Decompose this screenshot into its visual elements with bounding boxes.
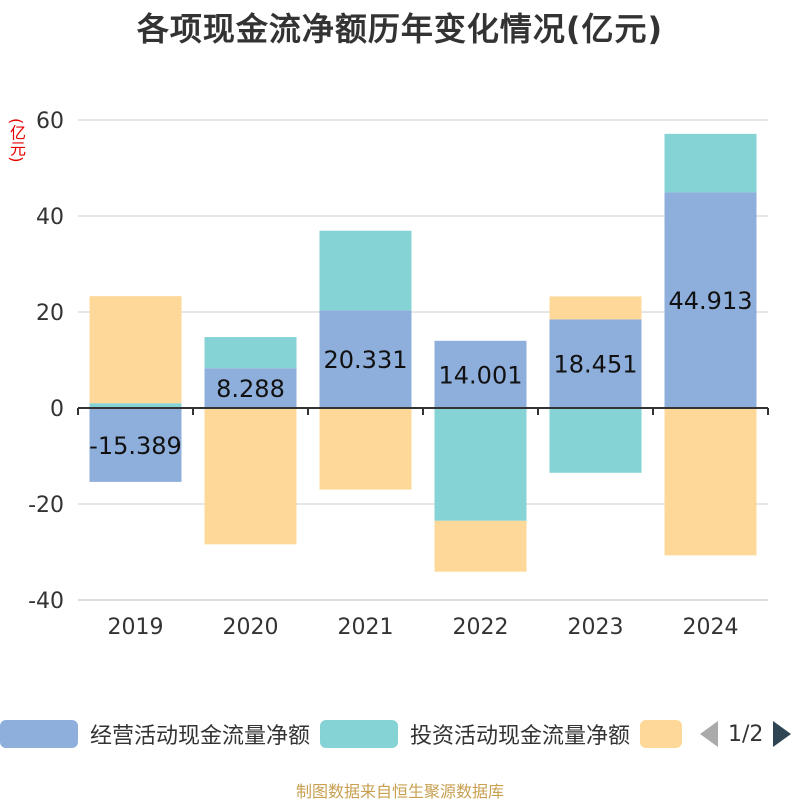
legend-item-operating[interactable]: 经营活动现金流量净额: [0, 714, 310, 754]
legend-pager: 1/2: [700, 714, 792, 754]
legend-item-investing[interactable]: 投资活动现金流量净额: [320, 714, 630, 754]
bar-2021-series-2: [319, 408, 412, 490]
y-tick-label: 20: [36, 301, 64, 326]
bar-2020-series-0: [204, 368, 297, 408]
bar-2019-series-2: [89, 296, 182, 404]
x-tick-label: 2019: [108, 615, 164, 640]
bar-2020-series-1: [204, 337, 297, 369]
bar-2024-series-2: [664, 408, 757, 556]
bar-2022-series-0: [434, 340, 527, 408]
legend-prev-page-icon[interactable]: [700, 721, 718, 747]
bar-2022-series-1: [434, 408, 527, 521]
legend-label-investing: 投资活动现金流量净额: [410, 724, 631, 749]
data-label-2022: 14.001: [439, 361, 523, 389]
legend-page-indicator: 1/2: [728, 721, 764, 747]
bar-2019-series-0: [89, 408, 182, 482]
bar-2024-series-0: [664, 192, 757, 408]
x-tick-label: 2021: [338, 615, 394, 640]
data-labels: -15.389 8.288 20.331 14.001 18.451 44.913: [89, 287, 752, 460]
x-tick-label: 2022: [453, 615, 509, 640]
y-tick-label: 60: [36, 109, 64, 134]
data-label-2019: -15.389: [89, 432, 182, 460]
x-tick-label: 2023: [568, 615, 624, 640]
legend-next-page-icon[interactable]: [773, 721, 792, 747]
bar-2020-series-2: [204, 408, 297, 545]
bar-2019-series-1: [89, 403, 182, 408]
bar-2021-series-0: [319, 310, 412, 408]
chart-title: 各项现金流净额历年变化情况(亿元): [136, 10, 664, 48]
legend-label-operating: 经营活动现金流量净额: [90, 724, 311, 749]
legend-swatch-financing: [640, 720, 682, 748]
legend-swatch-operating: [0, 720, 78, 748]
bar-2024-series-1: [664, 133, 757, 193]
y-axis-unit-label: (亿元): [7, 118, 26, 163]
axes: -40 -20 0 20 40 60 2019 2020 2021 2022 2023 2024: [28, 109, 769, 640]
y-tick-label: -20: [28, 493, 64, 518]
y-tick-label: -40: [28, 589, 64, 614]
legend: 经营活动现金流量净额 投资活动现金流量净额 1/2: [0, 714, 800, 754]
bar-2023-series-1: [549, 408, 642, 473]
bar-2022-series-2: [434, 520, 527, 572]
y-tick-label: 0: [50, 397, 64, 422]
y-tick-label: 40: [36, 205, 64, 230]
data-label-2024: 44.913: [669, 287, 753, 315]
x-tick-label: 2024: [683, 615, 739, 640]
bar-marks: [89, 133, 757, 572]
x-tick-label: 2020: [223, 615, 279, 640]
legend-item-financing[interactable]: [640, 714, 682, 754]
source-note: 制图数据来自恒生聚源数据库: [295, 782, 504, 801]
bar-2023-series-0: [549, 319, 642, 408]
bar-2021-series-1: [319, 230, 412, 311]
bar-2023-series-2: [549, 296, 642, 320]
data-label-2023: 18.451: [554, 351, 638, 379]
data-label-2020: 8.288: [216, 375, 285, 403]
legend-swatch-investing: [320, 720, 398, 748]
data-label-2021: 20.331: [324, 346, 408, 374]
